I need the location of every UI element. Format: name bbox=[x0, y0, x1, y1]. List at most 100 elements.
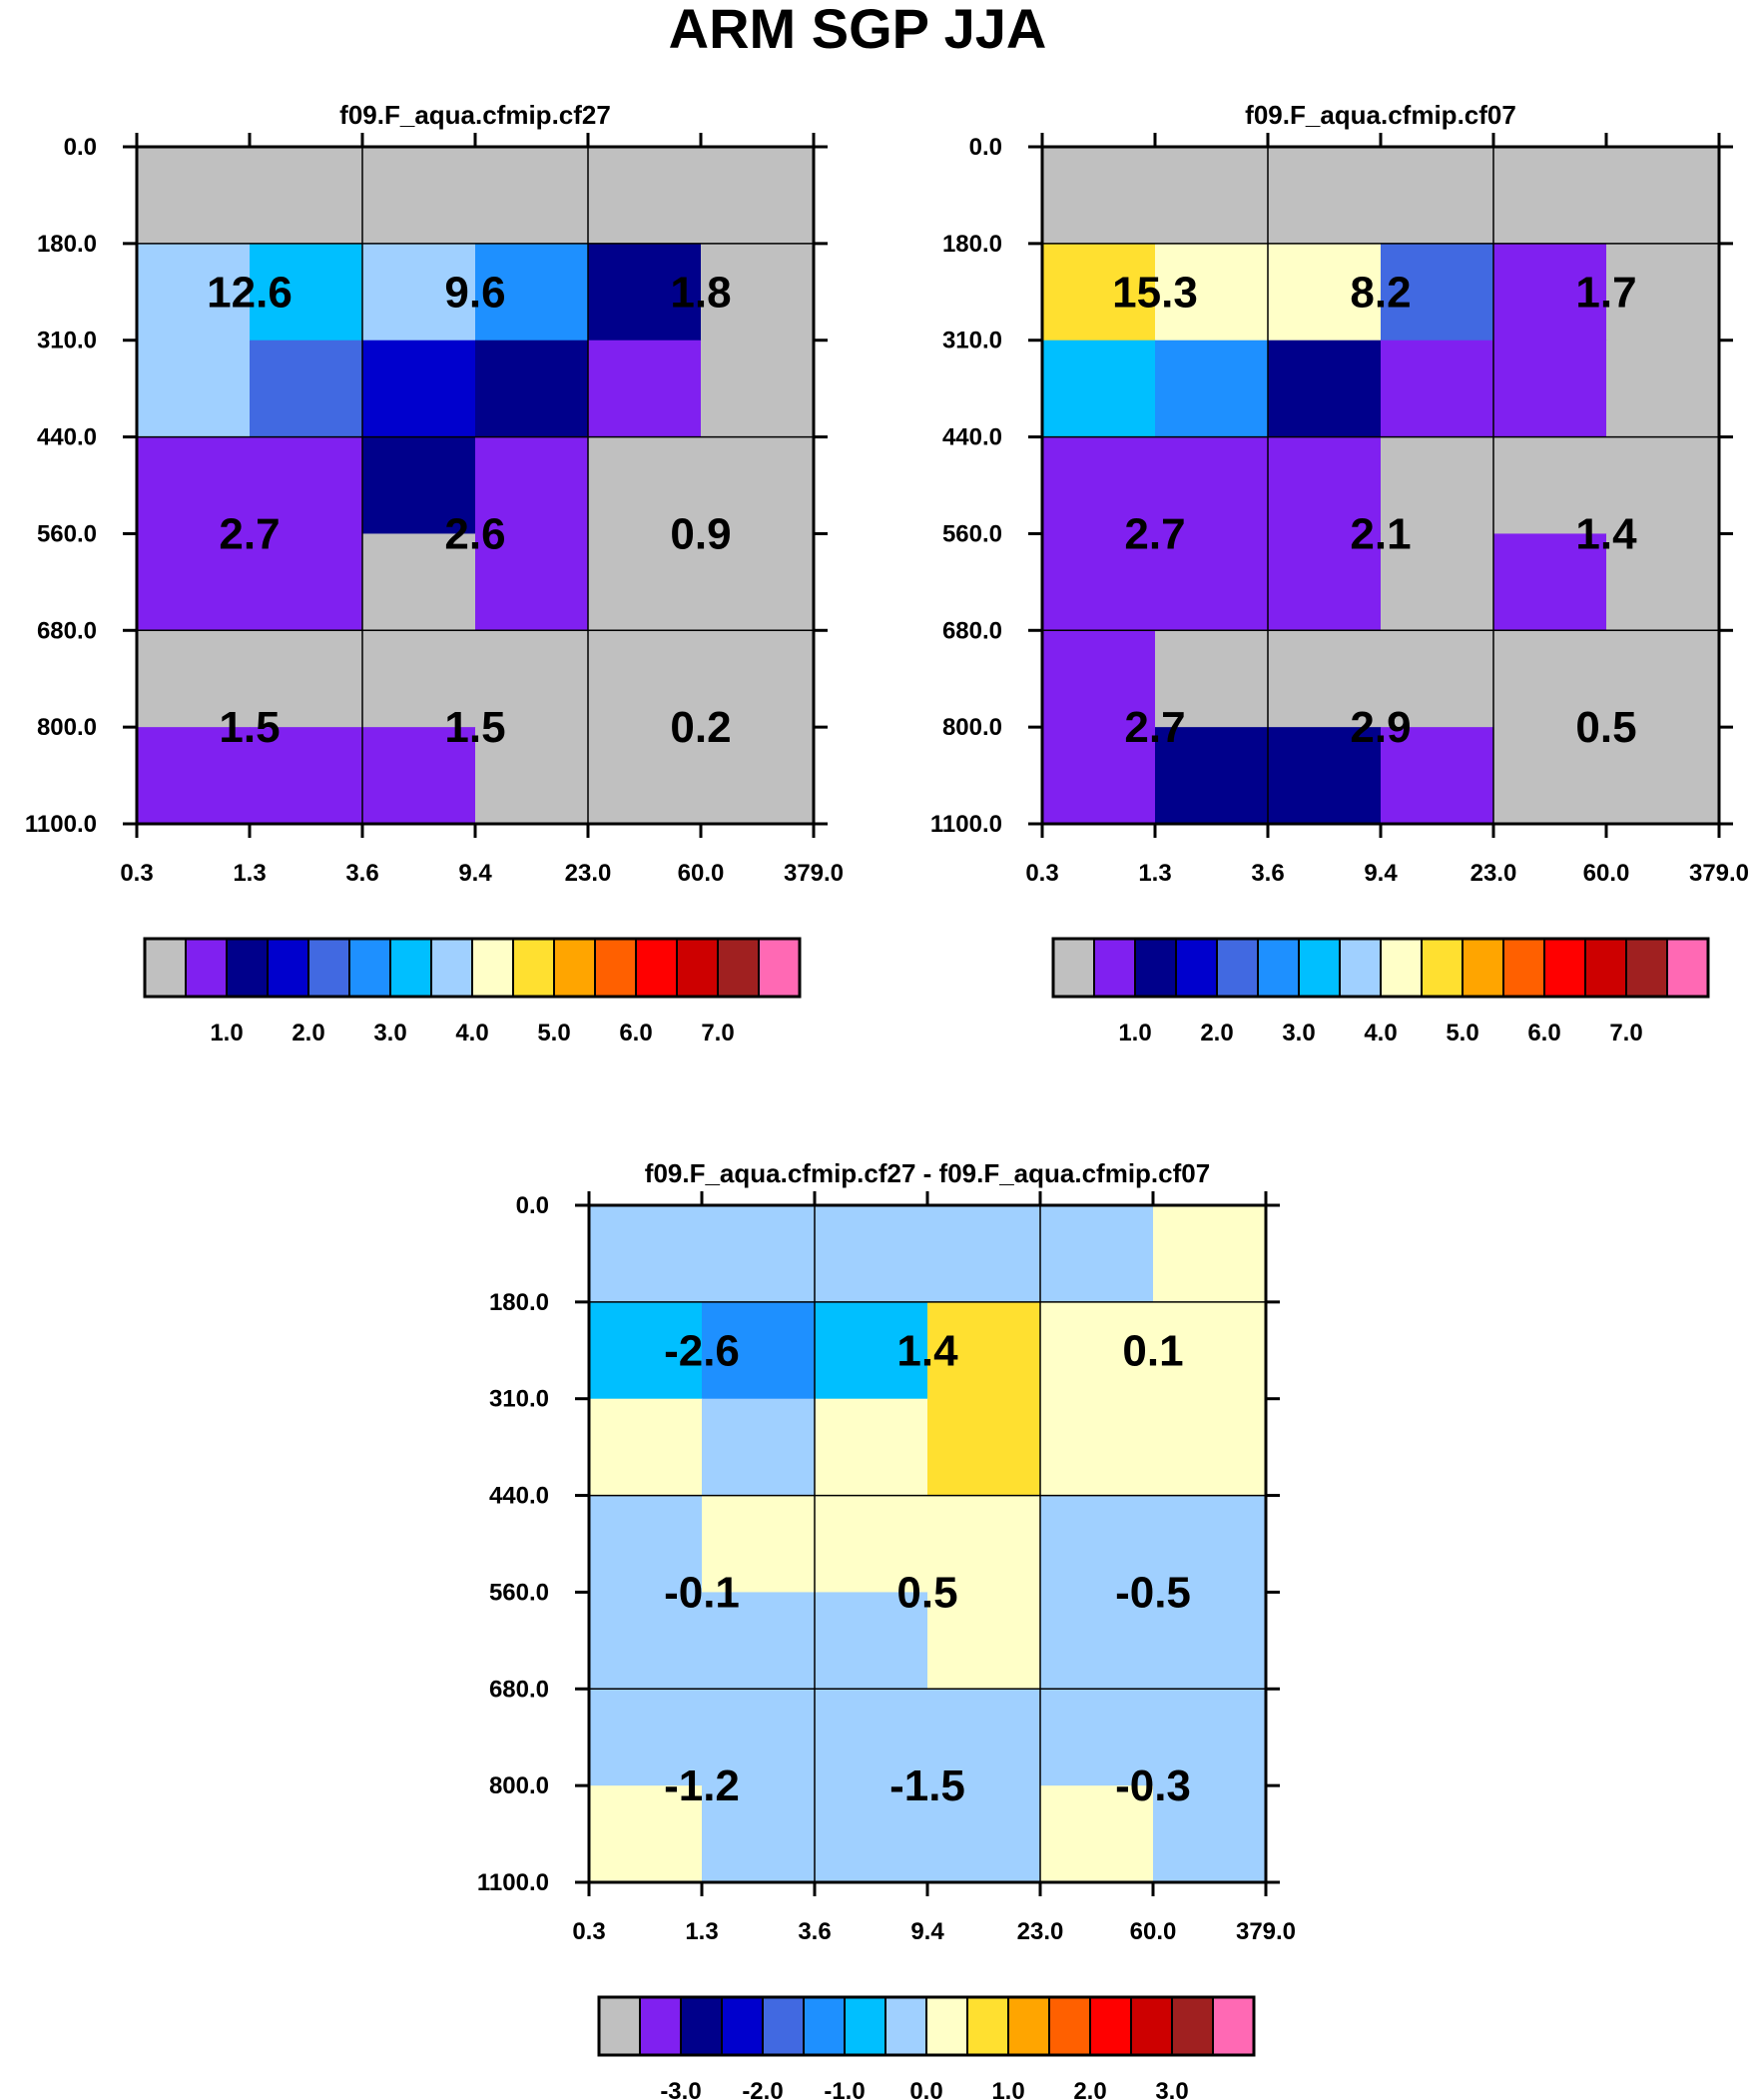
colorbar-swatch bbox=[144, 938, 187, 998]
data-label: 0.2 bbox=[670, 703, 731, 752]
histogram-cell bbox=[1155, 630, 1269, 728]
histogram-cell bbox=[362, 533, 476, 631]
y-tick-label: 1100.0 bbox=[477, 1869, 549, 1896]
colorbar-swatch bbox=[925, 1996, 968, 2056]
histogram-cell bbox=[927, 1301, 1041, 1400]
histogram-cell bbox=[475, 436, 589, 535]
colorbar-swatch bbox=[1462, 938, 1504, 998]
colorbar-label: 3.0 bbox=[373, 1020, 406, 1047]
data-label: 0.1 bbox=[1122, 1326, 1183, 1375]
histogram-cell bbox=[702, 1301, 816, 1400]
colorbar-label: 1.0 bbox=[991, 2078, 1024, 2100]
histogram-cell bbox=[1153, 1205, 1267, 1303]
x-tick-label: 0.3 bbox=[120, 860, 153, 887]
panel-3: f09.F_aqua.cfmip.cf27 - f09.F_aqua.cfmip… bbox=[477, 1158, 1296, 2100]
y-tick-label: 0.0 bbox=[969, 134, 1002, 161]
histogram-cell bbox=[815, 1495, 928, 1594]
colorbar-swatch bbox=[1130, 1996, 1173, 2056]
histogram-cell bbox=[701, 243, 815, 342]
colorbar: 1.0 2.0 3.0 4.0 5.0 6.0 7.0 bbox=[143, 937, 802, 1047]
colorbar-swatch bbox=[1625, 938, 1668, 998]
colorbar-label: 5.0 bbox=[1446, 1020, 1478, 1047]
histogram-cell bbox=[702, 1398, 816, 1497]
histogram-cell bbox=[588, 533, 702, 631]
data-label: 1.5 bbox=[444, 703, 505, 752]
histogram-cell bbox=[701, 727, 815, 825]
histogram-cell bbox=[702, 1205, 816, 1303]
histogram-cell bbox=[701, 630, 815, 728]
histogram-cell bbox=[1606, 727, 1720, 825]
data-label: 0.5 bbox=[896, 1568, 957, 1617]
colorbar-swatch bbox=[1257, 938, 1300, 998]
colorbar-label: -1.0 bbox=[824, 2078, 865, 2100]
histogram-cell bbox=[1381, 727, 1494, 825]
histogram-cell bbox=[1606, 340, 1720, 438]
histogram-cell bbox=[1268, 147, 1382, 245]
histogram-cell bbox=[475, 147, 589, 245]
panel-title: f09.F_aqua.cfmip.cf07 bbox=[1245, 100, 1516, 130]
y-tick-label: 180.0 bbox=[942, 231, 1002, 258]
colorbar-swatch bbox=[721, 1996, 764, 2056]
colorbar-swatch bbox=[758, 938, 801, 998]
histogram-cell bbox=[1153, 1785, 1267, 1883]
colorbar-swatch bbox=[553, 938, 596, 998]
x-tick-label: 9.4 bbox=[458, 860, 492, 887]
colorbar-swatch bbox=[1421, 938, 1464, 998]
x-tick-label: 9.4 bbox=[1364, 860, 1398, 887]
histogram-cell bbox=[589, 1592, 703, 1690]
y-tick-label: 1100.0 bbox=[25, 811, 97, 838]
colorbar-swatch bbox=[966, 1996, 1009, 2056]
histogram-cell bbox=[362, 727, 476, 825]
colorbar-label: 6.0 bbox=[1527, 1020, 1560, 1047]
histogram-cell bbox=[702, 1495, 816, 1594]
y-tick-label: 0.0 bbox=[64, 134, 97, 161]
histogram-cell bbox=[1155, 147, 1269, 245]
histogram-cell bbox=[250, 436, 363, 535]
histogram-cell bbox=[927, 1592, 1041, 1690]
histogram-cell bbox=[362, 243, 476, 342]
y-tick-label: 800.0 bbox=[942, 714, 1002, 741]
x-tick-label: 23.0 bbox=[565, 860, 612, 887]
colorbar-swatch bbox=[884, 1996, 927, 2056]
x-tick-label: 60.0 bbox=[1130, 1918, 1177, 1945]
colorbar-swatch bbox=[717, 938, 760, 998]
panel-1: f09.F_aqua.cfmip.cf27 0.0 180.0 310.0 440.0 5… bbox=[25, 100, 844, 1047]
histogram-cell bbox=[815, 1689, 928, 1786]
x-tick-label: 3.6 bbox=[1251, 860, 1284, 887]
histogram-cell bbox=[815, 1398, 928, 1497]
histogram-cell bbox=[475, 340, 589, 438]
y-tick-label: 440.0 bbox=[489, 1483, 549, 1510]
histogram-cell bbox=[701, 533, 815, 631]
histogram-cell bbox=[1381, 340, 1494, 438]
histogram-cell bbox=[927, 1398, 1041, 1497]
data-label: 2.1 bbox=[1350, 509, 1411, 558]
histogram-cell bbox=[702, 1785, 816, 1883]
data-label: 1.5 bbox=[219, 703, 280, 752]
histogram-cell bbox=[362, 340, 476, 438]
histogram-cell bbox=[1042, 147, 1156, 245]
colorbar-label: 4.0 bbox=[455, 1020, 488, 1047]
colorbar-label: 7.0 bbox=[701, 1020, 734, 1047]
colorbar-swatch bbox=[1048, 1996, 1091, 2056]
histogram-cell bbox=[702, 1592, 816, 1690]
histogram-cell bbox=[1606, 436, 1720, 535]
histogram-cell bbox=[589, 1301, 703, 1400]
colorbar-label: -2.0 bbox=[742, 2078, 783, 2100]
histogram-cell bbox=[1493, 630, 1607, 728]
colorbar-swatch bbox=[1052, 938, 1095, 998]
histogram-cell bbox=[815, 1592, 928, 1690]
histogram-cell bbox=[1040, 1592, 1154, 1690]
colorbar-label: -3.0 bbox=[660, 2078, 701, 2100]
histogram-cell bbox=[815, 1301, 928, 1400]
histogram-cell bbox=[1268, 436, 1382, 535]
x-tick-label: 60.0 bbox=[678, 860, 725, 887]
histogram-cell bbox=[1040, 1495, 1154, 1594]
histogram-cell bbox=[1155, 340, 1269, 438]
histogram-cell bbox=[588, 727, 702, 825]
colorbar-swatch bbox=[1666, 938, 1709, 998]
data-label: -0.5 bbox=[1115, 1568, 1191, 1617]
colorbar-label: 1.0 bbox=[210, 1020, 243, 1047]
data-label: 9.6 bbox=[444, 268, 505, 317]
histogram-cell bbox=[1268, 243, 1382, 342]
histogram-cell bbox=[1042, 340, 1156, 438]
